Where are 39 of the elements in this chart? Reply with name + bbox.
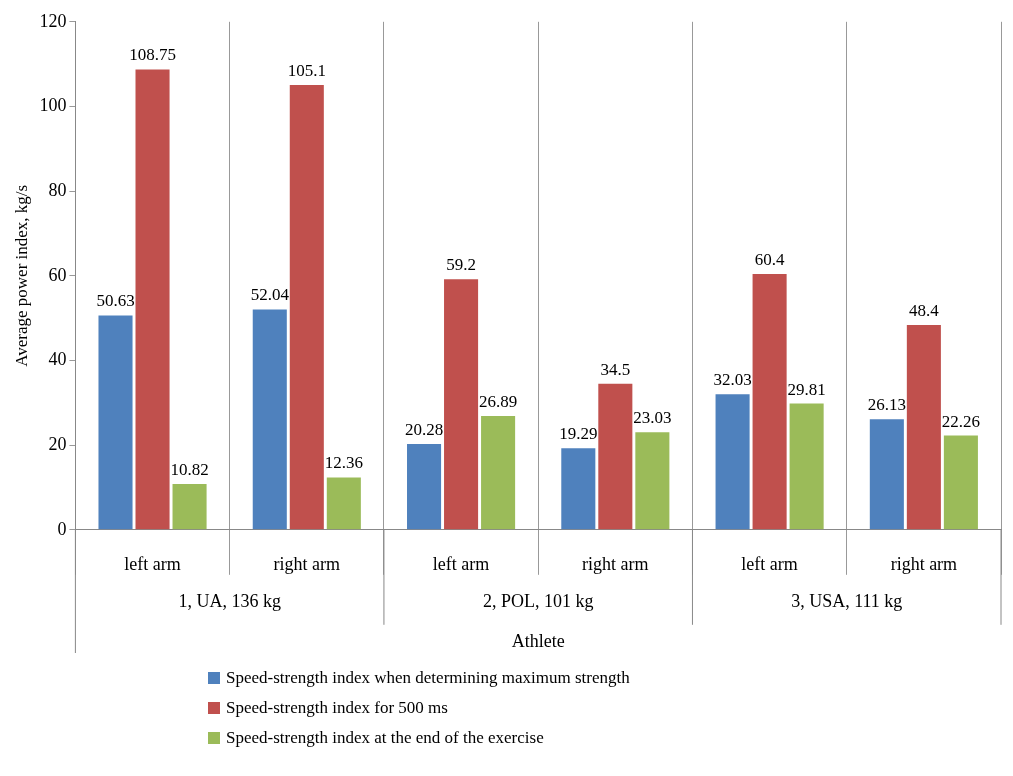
data-label: 26.13 [867, 395, 906, 415]
x-tick-label: right arm [273, 554, 341, 575]
y-tick-label: 120 [39, 10, 67, 31]
legend-label: Speed-strength index when determining maximum strength [226, 668, 630, 688]
legend-label: Speed-strength index for 500 ms [226, 698, 448, 718]
y-axis-title: Average power index, kg/s [11, 184, 31, 367]
data-label: 60.4 [754, 250, 785, 270]
x-tick-label: left arm [741, 554, 798, 575]
data-label: 32.03 [713, 370, 752, 390]
y-tick-label: 80 [48, 179, 67, 200]
data-label: 29.81 [787, 379, 826, 399]
data-label: 48.4 [908, 300, 940, 320]
data-label: 20.28 [404, 419, 444, 439]
data-label: 59.2 [446, 255, 476, 275]
y-tick-label: 20 [48, 433, 67, 454]
text: 3, USA, 111 kg [791, 590, 903, 611]
x-tick-label: left arm [124, 554, 181, 575]
data-label: 19.29 [559, 424, 598, 444]
y-tick-label: 0 [57, 518, 67, 539]
x-tick-label: right arm [890, 554, 958, 575]
data-label: 50.63 [96, 291, 135, 311]
text: 2, POL, 101 kg [482, 590, 594, 611]
x-tick-label: right arm [582, 554, 649, 575]
data-label: 105.1 [287, 60, 326, 80]
data-label: 34.5 [600, 359, 631, 379]
data-label: 52.04 [250, 285, 290, 305]
legend-label: Speed-strength index at the end of the exercise [226, 728, 544, 748]
y-tick-label: 40 [48, 349, 67, 370]
y-tick-label: 60 [48, 264, 67, 285]
data-label: 26.89 [478, 391, 518, 411]
data-label: 22.26 [941, 411, 981, 431]
data-label: 10.82 [170, 459, 209, 479]
x-axis-title: Athlete [511, 630, 565, 651]
x-tick-label: left arm [432, 554, 490, 575]
text: 1, UA, 136 kg [178, 590, 281, 611]
y-tick-label: 100 [39, 95, 67, 116]
data-label: 108.75 [129, 45, 176, 65]
data-label: 23.03 [633, 408, 672, 428]
data-label: 12.36 [324, 453, 363, 473]
